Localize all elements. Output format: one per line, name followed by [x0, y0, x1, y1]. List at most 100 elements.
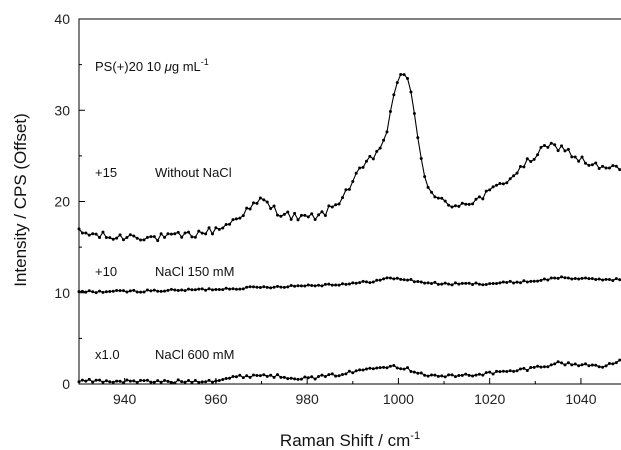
- data-point: [464, 372, 468, 376]
- data-point: [125, 235, 129, 239]
- data-point: [344, 282, 348, 286]
- data-point: [265, 285, 269, 289]
- data-point: [433, 373, 437, 377]
- data-point: [590, 363, 594, 367]
- data-point: [560, 361, 564, 365]
- data-point: [111, 289, 115, 293]
- data-point: [296, 218, 300, 222]
- data-point: [409, 370, 413, 374]
- data-point: [320, 373, 324, 377]
- data-point: [330, 205, 334, 209]
- data-point: [317, 283, 321, 287]
- data-point: [115, 289, 119, 293]
- data-point: [108, 290, 112, 293]
- data-point: [587, 163, 591, 167]
- data-point: [98, 378, 102, 382]
- data-point: [566, 276, 570, 280]
- data-point: [577, 277, 581, 281]
- data-point: [337, 374, 341, 378]
- data-point: [104, 379, 108, 383]
- data-point: [207, 287, 211, 291]
- series-label-nacl-600: NaCl 600 mM: [155, 347, 234, 362]
- data-point: [607, 166, 611, 170]
- data-point: [542, 144, 546, 148]
- data-point: [84, 290, 88, 294]
- data-point: [508, 369, 512, 373]
- data-point: [323, 375, 327, 379]
- data-point: [279, 214, 283, 218]
- data-point: [310, 283, 314, 287]
- data-point: [214, 287, 218, 291]
- data-point: [419, 156, 423, 160]
- data-point: [104, 290, 108, 294]
- data-point: [252, 201, 256, 205]
- data-point: [361, 368, 365, 372]
- data-point: [402, 278, 406, 282]
- data-point: [563, 149, 567, 153]
- series-label-without-nacl: Without NaCl: [155, 165, 232, 180]
- data-point: [296, 377, 300, 381]
- data-point: [94, 291, 98, 295]
- data-point: [529, 279, 533, 283]
- data-point: [594, 161, 598, 165]
- data-point: [539, 145, 543, 149]
- data-point: [354, 171, 358, 175]
- data-point: [84, 379, 88, 383]
- data-point: [440, 196, 444, 200]
- data-point: [518, 367, 522, 371]
- data-point: [197, 380, 201, 384]
- data-point: [501, 280, 505, 284]
- data-point: [104, 236, 108, 240]
- data-point: [460, 373, 464, 377]
- data-point: [163, 235, 167, 239]
- data-point: [231, 218, 235, 222]
- data-point: [299, 377, 303, 381]
- data-point: [522, 279, 526, 283]
- data-point: [584, 161, 587, 165]
- data-point: [388, 364, 392, 368]
- data-point: [375, 149, 379, 153]
- x-tick-label: 1040: [565, 391, 596, 407]
- data-point: [163, 379, 167, 382]
- data-point: [429, 282, 433, 286]
- data-point: [560, 275, 564, 279]
- data-point: [573, 362, 577, 366]
- data-point: [310, 375, 314, 379]
- data-point: [409, 90, 413, 94]
- data-point: [611, 164, 615, 168]
- x-tick-label: 940: [113, 391, 137, 407]
- data-point: [467, 373, 471, 377]
- data-point: [546, 278, 550, 282]
- data-point: [590, 277, 594, 281]
- sample-title-mu: μ: [164, 59, 172, 74]
- data-point: [395, 276, 399, 280]
- data-point: [200, 287, 204, 291]
- data-point: [423, 373, 427, 377]
- data-point: [115, 379, 119, 383]
- data-point: [289, 284, 293, 287]
- data-point: [80, 378, 84, 382]
- data-point: [234, 375, 238, 379]
- series-2: [77, 358, 621, 385]
- data-point: [536, 364, 540, 368]
- data-point: [539, 365, 543, 369]
- data-point: [221, 226, 225, 230]
- data-point: [368, 281, 372, 285]
- data-point: [221, 288, 225, 292]
- data-point: [258, 196, 262, 200]
- data-point: [94, 232, 98, 236]
- data-point: [245, 374, 249, 378]
- data-point: [556, 149, 560, 153]
- data-point: [464, 281, 468, 285]
- data-point: [299, 213, 303, 217]
- data-point: [515, 369, 519, 373]
- data-point: [412, 370, 416, 374]
- data-point: [327, 204, 331, 208]
- x-tick-label: 980: [295, 391, 319, 407]
- data-point: [118, 289, 122, 293]
- data-point: [484, 189, 488, 193]
- data-point: [392, 277, 396, 281]
- data-point: [217, 227, 221, 231]
- sample-title-units: g mL: [172, 59, 201, 74]
- data-point: [580, 276, 584, 280]
